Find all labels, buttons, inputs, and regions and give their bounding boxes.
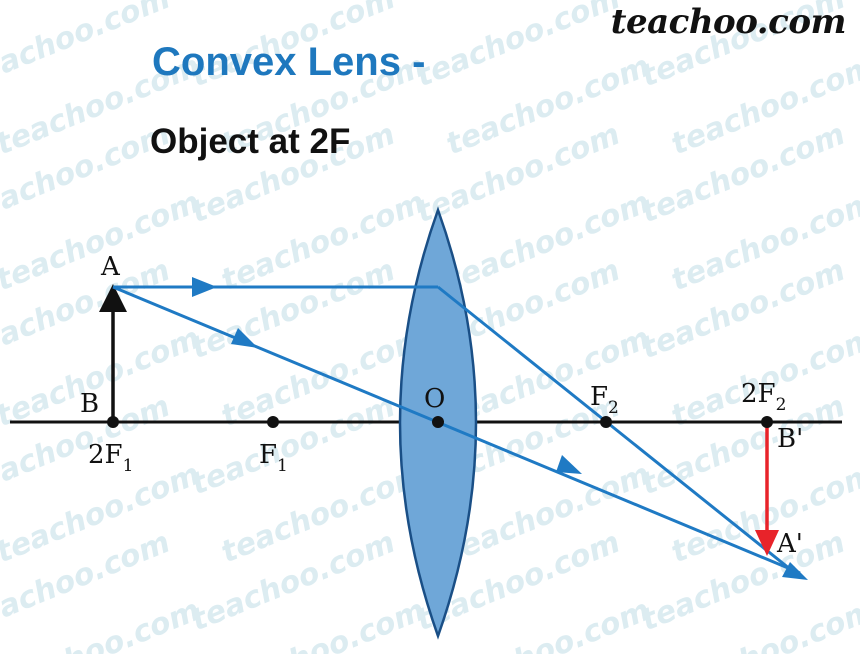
point-f2 [600, 416, 612, 428]
ray-parallel-direction-arrow [192, 277, 217, 297]
label-2f1: 2F1 [88, 440, 133, 476]
ray-end-arrowhead [782, 562, 808, 580]
ray-refracted-through-f2 [437, 285, 801, 579]
point-o [432, 416, 444, 428]
label-a-prime: A' [776, 529, 803, 559]
label-2f2: 2F2 [741, 379, 786, 415]
object-arrow-head [99, 284, 127, 312]
ray-centre-direction-arrow-2 [556, 455, 582, 474]
label-b-prime: B' [777, 424, 803, 454]
point-2f1 [107, 416, 119, 428]
label-o: O [424, 384, 445, 414]
label-a: A [100, 252, 121, 282]
label-f2: F2 [590, 382, 619, 418]
brand-logo: teachoo.com [610, 2, 847, 42]
point-2f2 [761, 416, 773, 428]
label-f1: F1 [259, 440, 288, 476]
page-title: Convex Lens - [152, 40, 426, 84]
ray-centre-direction-arrow-1 [231, 328, 258, 348]
ray-through-optical-centre [112, 285, 801, 575]
point-f1 [267, 416, 279, 428]
page-subtitle: Object at 2F [150, 122, 351, 161]
label-b: B [80, 389, 99, 419]
image-arrow-head [755, 530, 779, 556]
